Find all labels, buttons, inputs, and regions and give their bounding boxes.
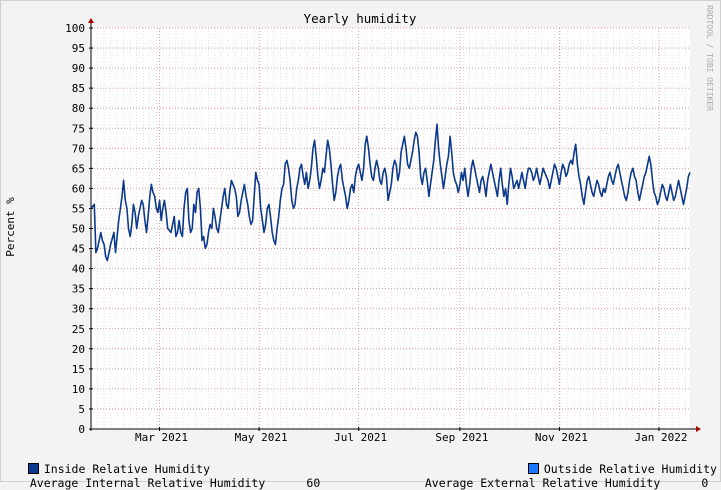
- stat-external: Average External Relative Humidity 0: [411, 462, 708, 490]
- y-tick-label: 5: [78, 403, 85, 416]
- y-tick-label: 55: [72, 202, 85, 215]
- y-tick-label: 90: [72, 62, 85, 75]
- outside-swatch: [527, 463, 539, 474]
- x-tick-label: Mar 2021: [135, 431, 188, 444]
- stat-internal: Average Internal Relative Humidity 60: [16, 462, 320, 490]
- x-axis-arrow-icon: [696, 426, 701, 432]
- rrdtool-watermark: RRDTOOL / TOBI OETIKER: [705, 5, 714, 111]
- y-tick-label: 95: [72, 42, 85, 55]
- y-tick-label: 25: [72, 323, 85, 336]
- y-tick-label: 10: [72, 383, 85, 396]
- y-tick-label: 0: [78, 423, 85, 436]
- y-tick-label: 40: [72, 263, 85, 276]
- y-tick-label: 20: [72, 343, 85, 356]
- x-tick-label: Nov 2021: [535, 431, 588, 444]
- y-tick-label: 45: [72, 243, 85, 256]
- legend-outside: Outside Relative Humidity: [514, 448, 717, 476]
- y-axis-arrow-icon: [88, 18, 94, 23]
- x-tick-label: Sep 2021: [435, 431, 488, 444]
- y-tick-label: 80: [72, 102, 85, 115]
- y-tick-label: 85: [72, 82, 85, 95]
- x-tick-label: Jul 2021: [334, 431, 387, 444]
- series-line-inside-humidity: [90, 123, 691, 262]
- legend-inside-label: Inside Relative Humidity: [43, 462, 211, 476]
- y-tick-label: 60: [72, 182, 85, 195]
- stat-external-label: Average External Relative Humidity: [424, 476, 661, 490]
- x-tick-label: May 2021: [235, 431, 288, 444]
- y-tick-label: 75: [72, 122, 85, 135]
- legend-inside: Inside Relative Humidity: [14, 448, 210, 476]
- y-tick-label: 100: [65, 22, 85, 35]
- x-tick-label: Jan 2022: [634, 431, 687, 444]
- inside-swatch: [27, 463, 39, 474]
- y-axis-label: Percent %: [4, 197, 17, 257]
- y-tick-label: 50: [72, 223, 85, 236]
- y-tick-label: 65: [72, 162, 85, 175]
- chart-title: Yearly humidity: [304, 11, 417, 26]
- y-tick-label: 35: [72, 283, 85, 296]
- legend-outside-label: Outside Relative Humidity: [543, 462, 717, 476]
- stat-internal-value: 60: [306, 476, 321, 490]
- y-tick-label: 15: [72, 363, 85, 376]
- stat-external-value: 0: [701, 476, 709, 490]
- stat-internal-label: Average Internal Relative Humidity: [29, 476, 266, 490]
- y-tick-label: 30: [72, 303, 85, 316]
- y-tick-label: 70: [72, 142, 85, 155]
